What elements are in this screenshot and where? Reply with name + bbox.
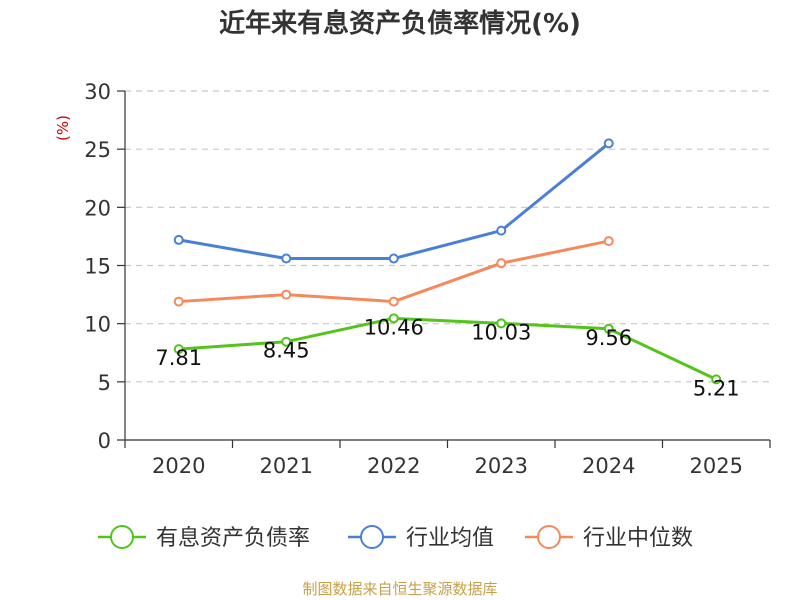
x-tick-label: 2023 bbox=[475, 454, 528, 478]
y-tick-label: 10 bbox=[84, 313, 111, 337]
series-layer bbox=[173, 138, 722, 385]
legend-label: 行业中位数 bbox=[583, 526, 693, 551]
data-label: 10.03 bbox=[471, 320, 531, 344]
y-unit-label: (%) bbox=[54, 115, 72, 141]
data-point bbox=[388, 313, 399, 324]
y-tick-label: 15 bbox=[84, 255, 111, 279]
data-label: 7.81 bbox=[155, 346, 202, 370]
data-point bbox=[281, 253, 292, 264]
y-tick-label: 0 bbox=[98, 429, 111, 453]
data-point bbox=[496, 225, 507, 236]
data-point bbox=[388, 253, 399, 264]
x-tick-label: 2020 bbox=[152, 454, 205, 478]
y-tick-label: 30 bbox=[84, 80, 111, 104]
data-point bbox=[173, 344, 184, 355]
y-tick-label: 20 bbox=[84, 196, 111, 220]
legend-marker bbox=[537, 525, 561, 549]
series-line bbox=[178, 142, 610, 261]
source-note: 制图数据来自恒生聚源数据库 bbox=[302, 580, 497, 598]
gridlines bbox=[125, 90, 770, 383]
data-labels: 7.81 8.45 10.46 10.03 9.56 5.21 bbox=[155, 315, 739, 400]
x-tick-label: 2024 bbox=[582, 454, 635, 478]
data-point bbox=[496, 318, 507, 329]
data-point bbox=[496, 258, 507, 269]
legend-marker bbox=[360, 525, 384, 549]
y-tick-label: 25 bbox=[84, 138, 111, 162]
data-point bbox=[173, 296, 184, 307]
data-label: 9.56 bbox=[585, 326, 632, 350]
legend-label: 行业均值 bbox=[406, 526, 494, 551]
data-point bbox=[603, 236, 614, 247]
data-point bbox=[388, 296, 399, 307]
data-point bbox=[603, 138, 614, 149]
data-point bbox=[173, 234, 184, 245]
x-tick-label: 2022 bbox=[367, 454, 420, 478]
data-label: 8.45 bbox=[263, 339, 310, 363]
legend-marker bbox=[110, 525, 134, 549]
chart-title: 近年来有息资产负债率情况(%) bbox=[219, 8, 581, 39]
data-point bbox=[281, 289, 292, 300]
data-label: 10.46 bbox=[364, 315, 424, 339]
data-point bbox=[281, 336, 292, 347]
x-tick-label: 2021 bbox=[260, 454, 313, 478]
y-tick-label: 5 bbox=[98, 371, 111, 395]
data-label: 5.21 bbox=[693, 376, 740, 400]
legend: 有息资产负债率 行业均值 行业中位数 bbox=[98, 525, 693, 551]
legend-label: 有息资产负债率 bbox=[156, 526, 310, 551]
series-line bbox=[178, 316, 717, 381]
x-tick-label: 2025 bbox=[690, 454, 743, 478]
data-point bbox=[711, 374, 722, 385]
data-point bbox=[603, 323, 614, 334]
